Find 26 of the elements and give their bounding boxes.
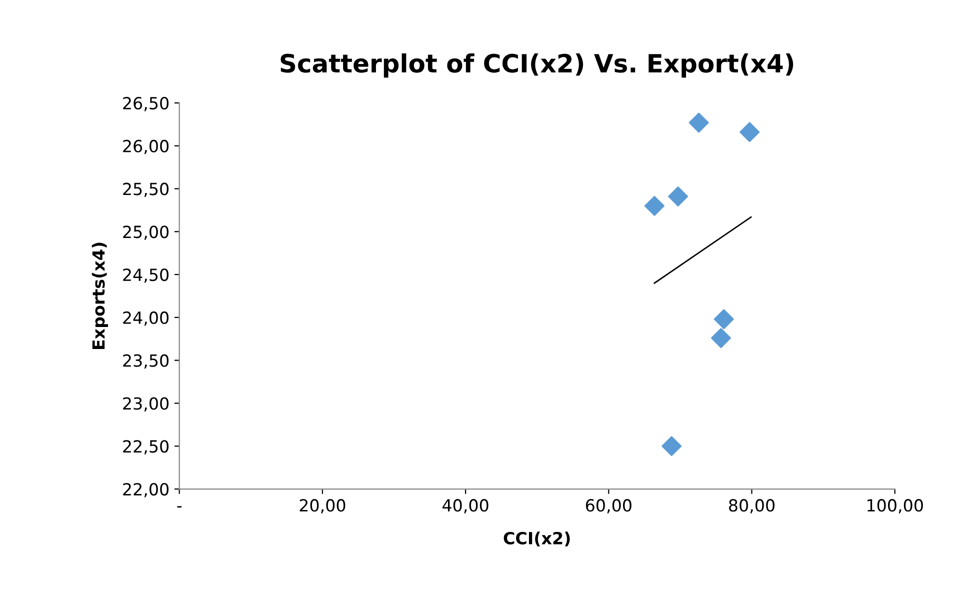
y-tick-label: 25,00 [123, 226, 169, 240]
point [644, 196, 664, 216]
y-axis-title: Exports(x4) [92, 242, 108, 350]
x-tick-label: 20,00 [300, 499, 346, 514]
y-tick-label: 22,50 [123, 440, 169, 454]
y-tick-label: 24,00 [123, 311, 169, 326]
y-tick-label: 26,50 [123, 96, 169, 112]
y-tick-label: 23,50 [123, 354, 169, 369]
y-tick-label: 22,00 [123, 482, 169, 498]
y-tick-label: 25,50 [123, 182, 169, 197]
point [740, 122, 760, 142]
x-tick-label: 80,00 [729, 499, 774, 514]
point [688, 112, 709, 133]
x-axis-title: CCI(x2) [504, 532, 570, 546]
point [668, 186, 688, 206]
x-tick-label: 60,00 [586, 499, 632, 514]
y-tick-label: 26,00 [123, 140, 169, 154]
point [710, 328, 731, 348]
x-tick-label: 40,00 [442, 499, 488, 514]
y-tick-label: 24,50 [123, 268, 169, 283]
x-tick-label: - [177, 506, 182, 508]
y-tick-label: 23,00 [123, 397, 169, 412]
point [714, 309, 734, 330]
x-tick-label: 100,00 [868, 499, 923, 514]
point [662, 436, 682, 456]
chart-title: Scatterplot of CCI(x2) Vs. Export(x4) [280, 53, 794, 78]
